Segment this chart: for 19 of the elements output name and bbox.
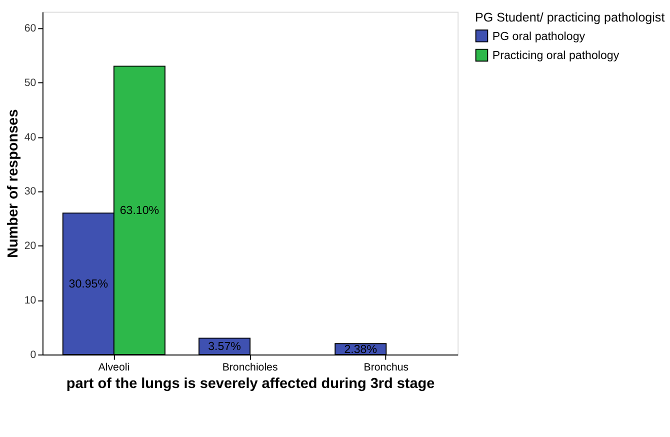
x-tick-label: Alveoli — [98, 361, 130, 374]
y-tick-label: 10 — [24, 294, 36, 306]
y-tick-label: 0 — [30, 348, 36, 361]
x-tick-label: Bronchioles — [222, 361, 278, 374]
annotation: 2.38% — [344, 344, 378, 356]
annotation: 63.10% — [120, 205, 160, 218]
y-axis-title: Number of responses — [6, 109, 22, 258]
annotation: 3.57% — [208, 341, 241, 354]
legend-label: PG oral pathology — [492, 30, 586, 43]
y-tick-label: 30 — [24, 186, 36, 198]
annotation: 30.95% — [68, 278, 108, 291]
y-tick-label: 20 — [24, 240, 36, 252]
legend-label: Practicing oral pathology — [492, 50, 620, 62]
y-tick-label: 50 — [24, 76, 36, 89]
x-tick-label: Bronchus — [364, 361, 409, 374]
y-tick-label: 40 — [24, 131, 36, 144]
x-axis-title: part of the lungs is severely affected during 3rd stage — [66, 376, 435, 392]
y-tick-label: 60 — [24, 22, 36, 34]
legend-title: PG Student/ practicing pathologist — [474, 10, 666, 24]
